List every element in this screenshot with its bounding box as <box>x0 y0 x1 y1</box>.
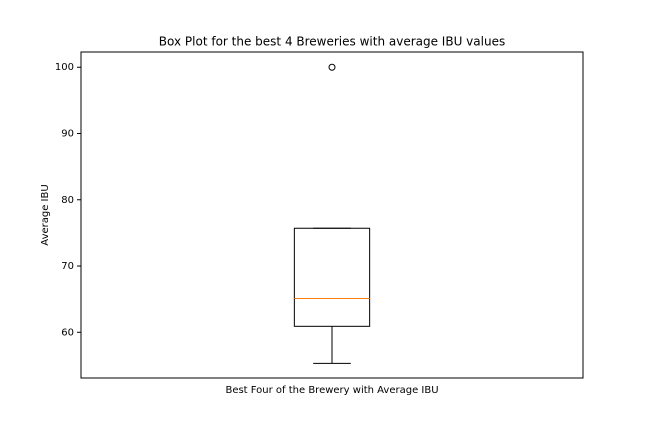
plot-frame <box>80 51 584 379</box>
box <box>293 227 371 327</box>
y-tick-label: 90 <box>61 129 74 140</box>
y-tick-label: 100 <box>55 62 74 73</box>
y-tick-label: 80 <box>61 195 74 206</box>
y-tick-label: 70 <box>61 261 74 272</box>
y-axis-label: Average IBU <box>40 184 51 245</box>
chart-title: Box Plot for the best 4 Breweries with a… <box>159 35 505 49</box>
x-axis-label: Best Four of the Brewery with Average IB… <box>225 385 438 396</box>
outlier <box>328 63 336 71</box>
y-tick-label: 60 <box>61 327 74 338</box>
